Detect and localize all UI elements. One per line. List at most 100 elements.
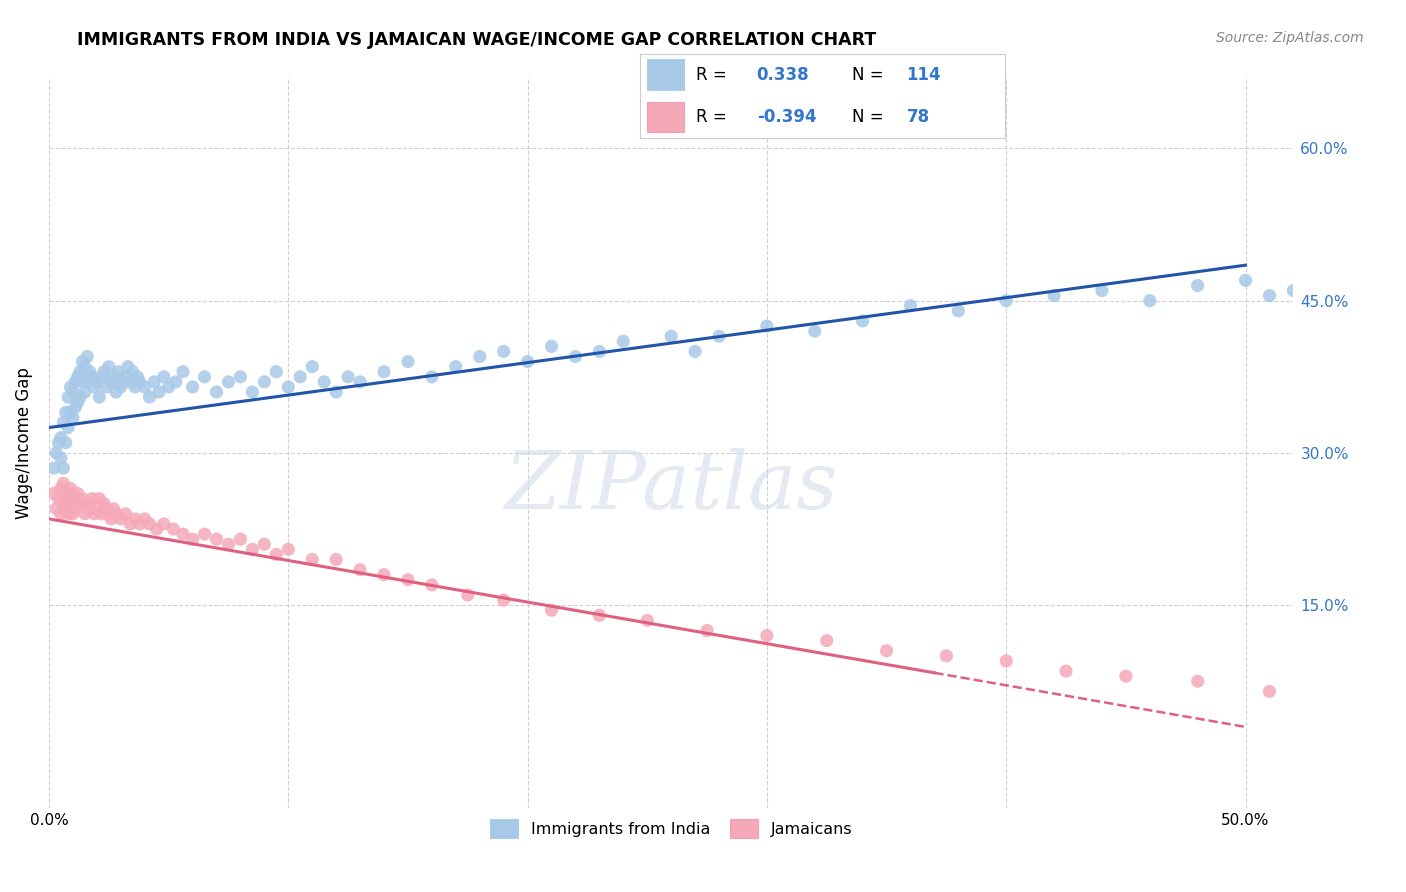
Point (73, 384, 96, 399)
Point (45, 501, 67, 516)
Point (117, 359, 139, 374)
Point (100, 375, 122, 389)
Point (1258, 684, 1281, 698)
Point (373, 365, 395, 379)
Point (755, 319, 778, 334)
Text: -0.394: -0.394 (756, 108, 817, 126)
Point (48, 491, 70, 506)
Point (121, 365, 143, 379)
Point (49, 450, 72, 465)
Point (373, 567, 395, 582)
Point (396, 573, 419, 587)
Point (42, 486, 65, 500)
Point (72, 354, 94, 368)
Point (69, 390, 91, 404)
Point (56, 390, 79, 404)
Point (314, 375, 336, 389)
Point (420, 578, 443, 592)
Text: IMMIGRANTS FROM INDIA VS JAMAICAN WAGE/INCOME GAP CORRELATION CHART: IMMIGRANTS FROM INDIA VS JAMAICAN WAGE/I… (77, 31, 876, 49)
Point (492, 593, 515, 607)
Point (266, 548, 288, 562)
Point (76, 497, 98, 511)
Point (138, 516, 160, 531)
Bar (647, 60, 683, 90)
Point (56, 491, 79, 506)
Point (193, 369, 215, 384)
Point (52, 476, 75, 491)
Point (420, 369, 443, 384)
Point (696, 624, 718, 638)
Point (995, 654, 1018, 668)
Point (56, 420, 79, 434)
Point (172, 365, 194, 379)
Point (112, 375, 135, 389)
Point (468, 350, 491, 364)
Point (948, 303, 970, 318)
Point (120, 375, 142, 389)
Point (48, 435, 70, 450)
Point (134, 512, 156, 526)
Y-axis label: Wage/Income Gap: Wage/Income Gap (15, 367, 32, 519)
Point (242, 384, 264, 399)
Point (349, 563, 371, 577)
Point (148, 384, 170, 399)
Point (815, 633, 838, 648)
Point (636, 613, 658, 627)
Point (143, 375, 166, 389)
Text: R =: R = (696, 66, 733, 84)
Point (103, 369, 125, 384)
Text: 114: 114 (907, 66, 941, 84)
Point (1139, 293, 1161, 308)
Point (1306, 278, 1329, 293)
Point (80, 369, 103, 384)
Point (96, 501, 118, 516)
Point (153, 369, 176, 384)
Point (935, 648, 957, 663)
Point (89, 491, 111, 506)
Point (1330, 288, 1353, 302)
Point (103, 501, 125, 516)
Point (301, 552, 323, 566)
Point (172, 527, 194, 541)
Point (229, 532, 252, 546)
Point (72, 491, 94, 506)
Point (114, 507, 136, 521)
Point (337, 369, 360, 384)
Point (181, 380, 204, 394)
Point (1282, 284, 1305, 298)
Point (612, 334, 634, 349)
Point (65, 375, 87, 389)
Point (1354, 284, 1376, 298)
Text: 78: 78 (907, 108, 929, 126)
Point (900, 299, 922, 313)
Point (516, 354, 538, 368)
Point (290, 369, 312, 384)
Point (659, 329, 682, 343)
Text: Source: ZipAtlas.com: Source: ZipAtlas.com (1216, 31, 1364, 45)
Point (72, 375, 94, 389)
Point (59, 482, 82, 496)
Point (876, 644, 898, 658)
Point (803, 324, 825, 338)
Point (65, 501, 87, 516)
Point (325, 552, 347, 566)
Point (134, 380, 156, 394)
Point (138, 390, 160, 404)
Point (55, 486, 77, 500)
Point (157, 380, 180, 394)
Point (114, 369, 136, 384)
Point (1115, 669, 1137, 683)
Point (83, 507, 105, 521)
Point (1043, 288, 1066, 302)
Point (205, 384, 228, 399)
Point (62, 507, 84, 521)
Point (76, 375, 98, 389)
Point (52, 497, 75, 511)
Point (564, 350, 586, 364)
Point (1330, 690, 1353, 704)
Point (59, 497, 82, 511)
Point (1378, 278, 1400, 293)
Point (193, 527, 215, 541)
Point (683, 344, 706, 359)
Point (266, 365, 288, 379)
